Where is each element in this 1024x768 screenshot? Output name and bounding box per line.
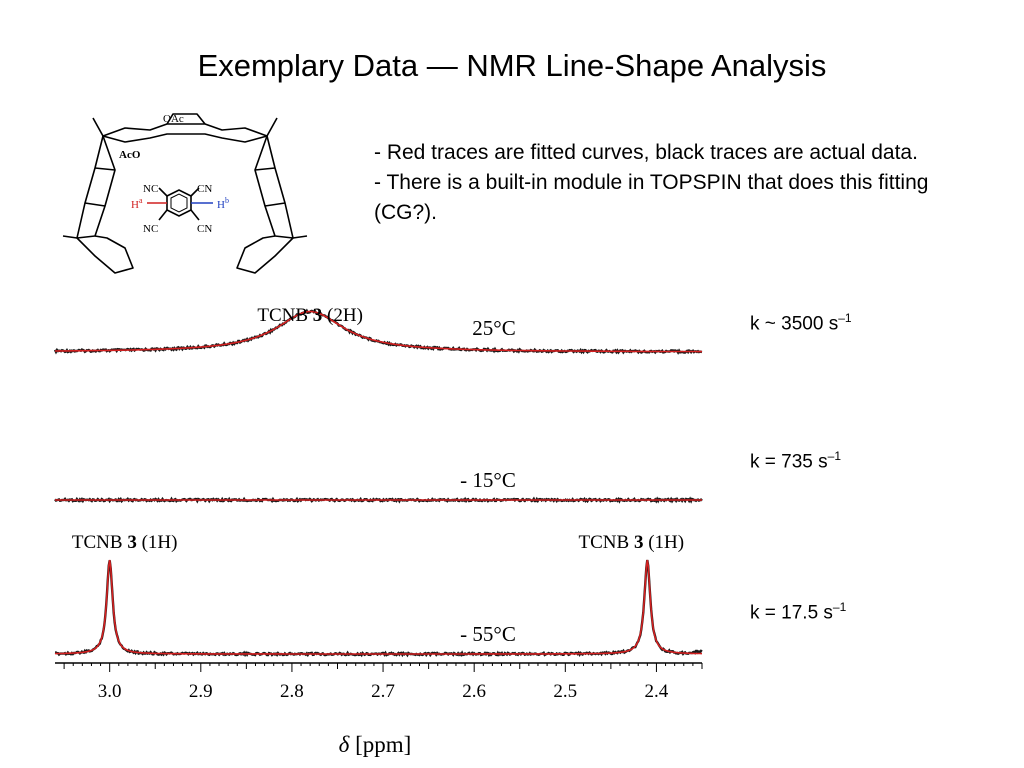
data-trace bbox=[53, 308, 703, 355]
peak-label: TCNB 3 (2H) bbox=[257, 305, 363, 326]
nmr-chart: 3.0 2.9 2.8 2.7 2.6 2.5 2.4 δ [ppm] 25°C TCNB 3 … bbox=[53, 305, 703, 757]
nc-label-top: NC bbox=[143, 183, 158, 195]
x-tick-label: 2.4 bbox=[645, 681, 669, 702]
x-tick-label: 2.6 bbox=[462, 681, 486, 702]
aco-label: AcO bbox=[119, 149, 141, 161]
peak-label: TCNB 3 (1H) bbox=[579, 532, 685, 553]
bullet-list: - Red traces are fitted curves, black tr… bbox=[374, 138, 974, 228]
cn-label-top: CN bbox=[197, 183, 212, 195]
cn-label-bottom: CN bbox=[197, 223, 212, 235]
temperature-label: 25°C bbox=[472, 316, 515, 340]
spectrum-1 bbox=[54, 496, 703, 504]
molecule-structure: OAc AcO NC CN NC CN Ha Hb bbox=[62, 113, 308, 274]
bullet-item: - Red traces are fitted curves, black tr… bbox=[374, 141, 918, 164]
spectrum-0 bbox=[53, 308, 703, 355]
ha-label: Ha bbox=[131, 196, 143, 211]
rate-label-25c: k ~ 3500 s–1 bbox=[750, 311, 852, 335]
fitted-trace bbox=[55, 310, 702, 353]
rate-label-m15c: k = 735 s–1 bbox=[750, 449, 841, 473]
rate-label-m55c: k = 17.5 s–1 bbox=[750, 600, 847, 624]
x-tick-label: 2.5 bbox=[553, 681, 577, 702]
slide-title: Exemplary Data — NMR Line-Shape Analysis bbox=[197, 48, 827, 83]
x-tick-label: 2.9 bbox=[189, 681, 213, 702]
x-tick-label: 3.0 bbox=[98, 681, 122, 702]
data-trace bbox=[54, 559, 703, 658]
x-tick-label: 2.8 bbox=[280, 681, 304, 702]
temperature-label: - 15°C bbox=[460, 468, 516, 492]
oac-label: OAc bbox=[163, 113, 184, 125]
bullet-item: - There is a built-in module in TOPSPIN … bbox=[374, 171, 929, 224]
hb-label: Hb bbox=[217, 196, 229, 211]
peak-label: TCNB 3 (1H) bbox=[72, 532, 178, 553]
x-tick-label: 2.7 bbox=[371, 681, 395, 702]
fitted-trace bbox=[55, 559, 702, 655]
x-axis-label: δ [ppm] bbox=[339, 732, 412, 757]
nc-label-bottom: NC bbox=[143, 223, 158, 235]
spectrum-2 bbox=[54, 559, 703, 658]
temperature-label: - 55°C bbox=[460, 622, 516, 646]
